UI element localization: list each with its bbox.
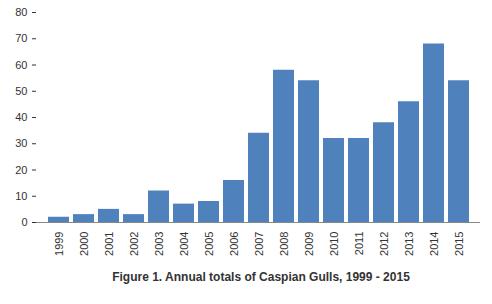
svg-text:60: 60	[15, 59, 27, 71]
svg-text:2004: 2004	[178, 232, 190, 256]
svg-text:0: 0	[21, 216, 27, 228]
svg-text:20: 20	[15, 164, 27, 176]
svg-text:2011: 2011	[353, 232, 365, 256]
svg-text:2007: 2007	[253, 232, 265, 256]
svg-text:2012: 2012	[378, 232, 390, 256]
svg-text:10: 10	[15, 190, 27, 202]
svg-text:2000: 2000	[78, 232, 90, 256]
svg-text:40: 40	[15, 111, 27, 123]
svg-text:2006: 2006	[228, 232, 240, 256]
svg-text:80: 80	[15, 6, 27, 18]
svg-text:2009: 2009	[303, 232, 315, 256]
svg-text:2008: 2008	[278, 232, 290, 256]
svg-text:70: 70	[15, 32, 27, 44]
svg-text:2015: 2015	[453, 232, 465, 256]
svg-text:1999: 1999	[53, 232, 65, 256]
html-text:Figure 1. Annual totals of Cas: Figure 1. Annual totals of Caspian Gulls…	[112, 270, 410, 284]
svg-text:2002: 2002	[128, 232, 140, 256]
svg-text:30: 30	[15, 137, 27, 149]
svg-text:2001: 2001	[103, 232, 115, 256]
svg-text:2010: 2010	[328, 232, 340, 256]
svg-text:2013: 2013	[403, 232, 415, 256]
svg-text:2003: 2003	[153, 232, 165, 256]
svg-text:2014: 2014	[428, 232, 440, 256]
svg-text:2005: 2005	[203, 232, 215, 256]
svg-text:50: 50	[15, 85, 27, 97]
